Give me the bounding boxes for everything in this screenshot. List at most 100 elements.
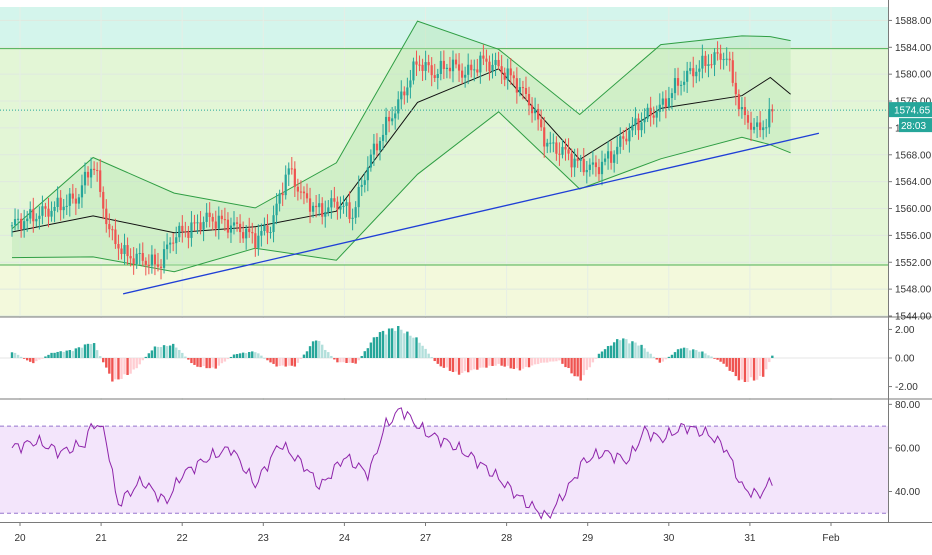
candle-body [689, 68, 692, 71]
histogram-bar [44, 356, 47, 358]
candle-body [658, 104, 661, 112]
candle-body [272, 215, 275, 233]
histogram-bar [168, 345, 172, 358]
candle-body [552, 142, 555, 144]
histogram-bar [424, 348, 427, 358]
histogram-bar [430, 357, 433, 358]
y-tick-label: -2.00 [895, 382, 918, 393]
candle-body [166, 244, 169, 250]
candle-body [762, 127, 765, 131]
histogram-bar [445, 358, 449, 368]
histogram-bar [372, 337, 376, 358]
candle-body [96, 170, 99, 172]
histogram-bar [266, 358, 269, 361]
histogram-bar [539, 358, 543, 363]
histogram-bar [19, 356, 23, 358]
rsi-panel [0, 400, 888, 522]
candle-body [679, 84, 683, 86]
candle-body [333, 198, 336, 202]
histogram-bar [436, 358, 439, 364]
candle-body [281, 193, 284, 196]
histogram-bar [418, 342, 421, 358]
histogram-bar [299, 358, 303, 359]
candle-body [686, 70, 689, 82]
histogram-bar [688, 350, 692, 358]
candle-body [345, 202, 348, 206]
candle-body [50, 210, 53, 217]
candle-body [673, 78, 677, 94]
candle-body [38, 215, 41, 219]
histogram-bar [196, 358, 199, 367]
candle-body [162, 249, 166, 268]
histogram-bar [594, 358, 598, 359]
histogram-bar [71, 351, 75, 358]
histogram-bar [488, 358, 491, 366]
y-tick-label: 1556.00 [895, 231, 932, 242]
candle-body [26, 218, 29, 222]
histogram-bar [342, 358, 345, 363]
histogram-bar [50, 352, 53, 358]
candle-body [409, 80, 412, 88]
oscillator-panel [0, 318, 888, 398]
histogram-bar [272, 358, 275, 364]
histogram-bar [108, 358, 111, 374]
candle-body [533, 108, 537, 114]
candle-body [287, 168, 290, 175]
candle-body [579, 158, 582, 161]
histogram-bar [120, 358, 123, 379]
y-tick-label: 1584.00 [895, 43, 932, 54]
histogram-bar [731, 358, 734, 372]
histogram-bar [597, 353, 601, 358]
histogram-bar [649, 353, 652, 358]
candle-body [44, 206, 47, 209]
histogram-bar [625, 339, 628, 358]
histogram-bar [698, 351, 701, 358]
last-price-badge [889, 102, 932, 118]
candle-body [296, 186, 299, 192]
candle-body [71, 193, 74, 199]
candle-body [372, 143, 376, 155]
histogram-bar [740, 358, 744, 380]
histogram-bar [546, 358, 549, 363]
histogram-bar [92, 343, 96, 358]
candle-body [284, 174, 287, 196]
histogram-bar [150, 350, 154, 358]
candle-body [527, 94, 531, 106]
candle-body [637, 118, 640, 131]
histogram-bar [126, 358, 129, 375]
y-tick-label: 1588.00 [895, 16, 932, 27]
candle-body [667, 98, 671, 108]
histogram-bar [384, 334, 388, 358]
candle-body [625, 138, 628, 142]
x-tick-label: 28 [501, 533, 513, 544]
histogram-bar [704, 353, 707, 358]
histogram-bar [555, 358, 558, 362]
candle-body [86, 171, 90, 178]
candle-body [369, 154, 372, 168]
candle-body [324, 211, 327, 217]
countdown-label: 28:03 [901, 121, 926, 132]
histogram-bar [211, 358, 214, 368]
histogram-bar [761, 358, 765, 377]
candle-body [603, 158, 607, 162]
histogram-bar [193, 358, 196, 365]
candle-body [10, 225, 14, 227]
histogram-bar [129, 358, 132, 374]
y-tick-label: 1560.00 [895, 204, 932, 215]
candle-body [354, 207, 357, 218]
candle-body [564, 146, 567, 150]
candle-body [494, 59, 497, 65]
histogram-bar [466, 358, 470, 373]
histogram-bar [26, 358, 29, 361]
histogram-bar [13, 352, 17, 358]
histogram-bar [585, 358, 588, 370]
candle-body [731, 60, 734, 83]
candle-body [29, 209, 32, 219]
histogram-bar [187, 358, 190, 360]
candle-body [178, 225, 181, 238]
candle-body [576, 158, 579, 161]
candle-body [734, 82, 737, 95]
histogram-bar [269, 358, 272, 363]
histogram-bar [22, 358, 26, 359]
candle-body [384, 116, 388, 135]
